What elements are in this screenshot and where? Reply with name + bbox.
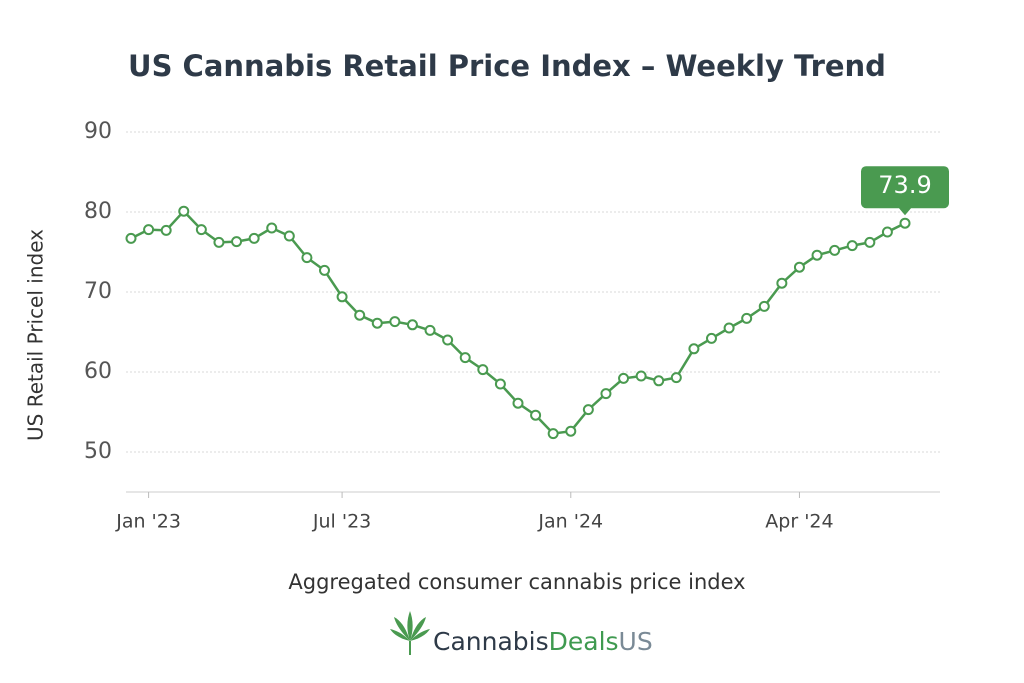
data-point bbox=[494, 378, 506, 390]
brand-part: Cannabis bbox=[433, 627, 549, 656]
data-point bbox=[319, 264, 330, 276]
data-point bbox=[829, 244, 841, 256]
data-point bbox=[336, 291, 348, 303]
data-point bbox=[618, 372, 630, 384]
data-point bbox=[195, 224, 207, 236]
data-point bbox=[723, 322, 735, 334]
y-axis-label: US Retail Pricel index bbox=[24, 229, 48, 441]
data-point bbox=[160, 224, 172, 236]
data-point bbox=[776, 277, 788, 289]
data-point bbox=[406, 319, 418, 331]
data-point bbox=[741, 312, 753, 324]
data-point bbox=[248, 232, 260, 244]
x-tick-label: Jul '23 bbox=[312, 511, 371, 533]
y-tick-label: 80 bbox=[84, 199, 112, 224]
annotation: 73.9 bbox=[861, 166, 949, 216]
brand-text: CannabisDealsUS bbox=[433, 627, 653, 656]
data-point bbox=[125, 232, 137, 244]
data-point bbox=[389, 316, 401, 328]
y-tick-label: 90 bbox=[84, 119, 112, 144]
data-point bbox=[530, 409, 542, 421]
data-point bbox=[793, 261, 805, 273]
data-point bbox=[301, 252, 313, 264]
data-point bbox=[143, 224, 155, 236]
brand-part: Deals bbox=[549, 627, 619, 656]
data-point bbox=[846, 240, 858, 252]
data-point bbox=[582, 404, 594, 416]
data-point bbox=[178, 205, 190, 217]
data-point bbox=[371, 317, 383, 329]
annotation-bubble bbox=[861, 166, 949, 216]
data-point bbox=[213, 236, 225, 248]
y-tick-label: 50 bbox=[84, 439, 112, 464]
data-point bbox=[758, 300, 770, 312]
data-point bbox=[864, 236, 876, 248]
data-point bbox=[231, 236, 243, 248]
x-axis-label: Aggregated consumer cannabis price index bbox=[288, 570, 745, 594]
brand-logo: CannabisDealsUS bbox=[390, 611, 653, 656]
data-point bbox=[283, 230, 295, 242]
y-tick-label: 60 bbox=[84, 359, 112, 384]
data-point bbox=[354, 309, 366, 321]
data-point bbox=[600, 388, 612, 400]
data-point bbox=[266, 222, 278, 234]
data-point bbox=[811, 249, 823, 261]
chart-title: US Cannabis Retail Price Index – Weekly … bbox=[128, 49, 886, 83]
leaf-icon bbox=[390, 611, 430, 655]
y-tick-label: 70 bbox=[84, 279, 112, 304]
data-point bbox=[881, 226, 893, 238]
data-point bbox=[635, 370, 647, 382]
x-tick-label: Jan '23 bbox=[115, 511, 181, 533]
data-point bbox=[512, 397, 524, 409]
annotation-text: 73.9 bbox=[878, 171, 931, 199]
brand-part: US bbox=[619, 627, 653, 656]
data-point bbox=[459, 352, 471, 364]
data-point bbox=[547, 428, 559, 440]
data-point bbox=[442, 334, 454, 346]
data-point bbox=[688, 343, 700, 355]
data-point bbox=[477, 364, 489, 376]
data-point bbox=[424, 324, 436, 336]
data-point bbox=[565, 425, 577, 437]
x-tick-label: Jan '24 bbox=[537, 511, 603, 533]
data-point bbox=[670, 372, 682, 384]
data-point bbox=[706, 332, 717, 344]
data-point bbox=[899, 217, 911, 229]
data-point bbox=[653, 375, 665, 387]
x-tick-label: Apr '24 bbox=[765, 511, 833, 533]
